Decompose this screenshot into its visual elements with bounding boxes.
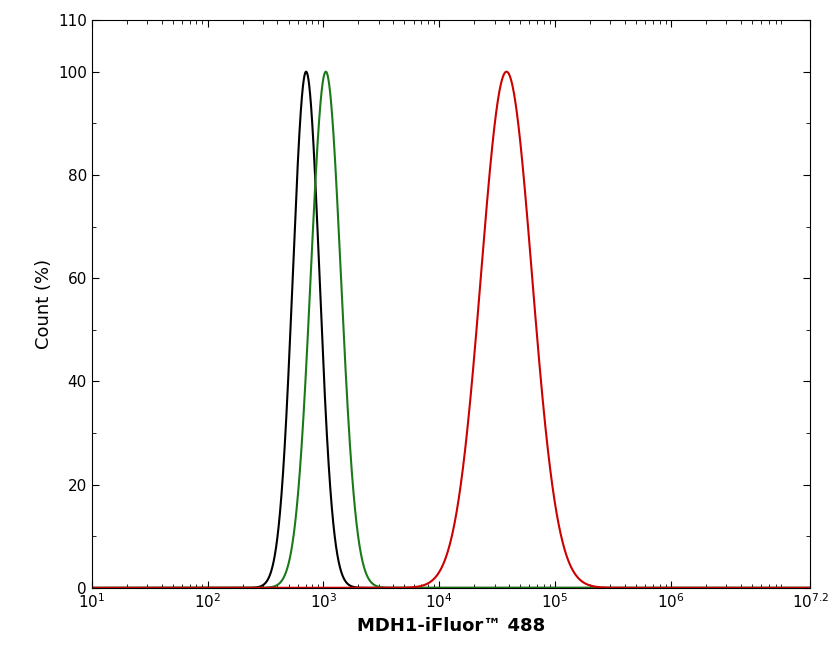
- X-axis label: MDH1-iFluor™ 488: MDH1-iFluor™ 488: [357, 617, 545, 635]
- Y-axis label: Count (%): Count (%): [34, 259, 53, 349]
